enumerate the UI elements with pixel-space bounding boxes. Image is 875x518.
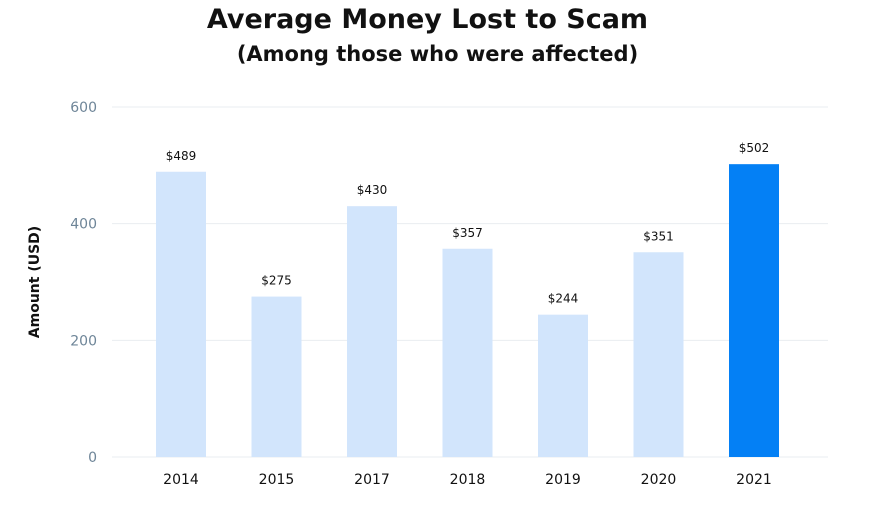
x-tick-label: 2020	[641, 472, 677, 488]
chart-title: Average Money Lost to Scam	[206, 4, 649, 35]
chart-subtitle: (Among those who were affected)	[236, 42, 639, 66]
x-tick-label: 2015	[259, 472, 295, 488]
x-tick-label: 2018	[450, 472, 486, 488]
bar	[538, 314, 588, 457]
data-label: $244	[548, 292, 579, 306]
bar	[442, 248, 493, 457]
x-tick-label: 2014	[163, 472, 199, 488]
y-tick-label: 600	[70, 100, 97, 116]
y-tick-label: 400	[70, 217, 97, 233]
x-tick-label: 2019	[545, 472, 581, 488]
bar	[729, 164, 779, 457]
data-label: $489	[166, 149, 197, 163]
data-label: $430	[357, 183, 388, 197]
x-tick-label: 2017	[354, 472, 390, 488]
data-label: $357	[452, 226, 483, 240]
bar	[633, 252, 684, 457]
data-label: $351	[643, 229, 674, 243]
bar	[251, 296, 302, 457]
bar	[347, 206, 397, 457]
x-tick-label: 2021	[736, 472, 772, 488]
data-label: $502	[739, 141, 770, 155]
y-tick-label: 200	[70, 333, 97, 349]
y-tick-label: 0	[88, 450, 97, 466]
bar	[156, 171, 206, 457]
data-label: $275	[261, 274, 292, 288]
y-axis-title: Amount (USD)	[27, 226, 43, 338]
